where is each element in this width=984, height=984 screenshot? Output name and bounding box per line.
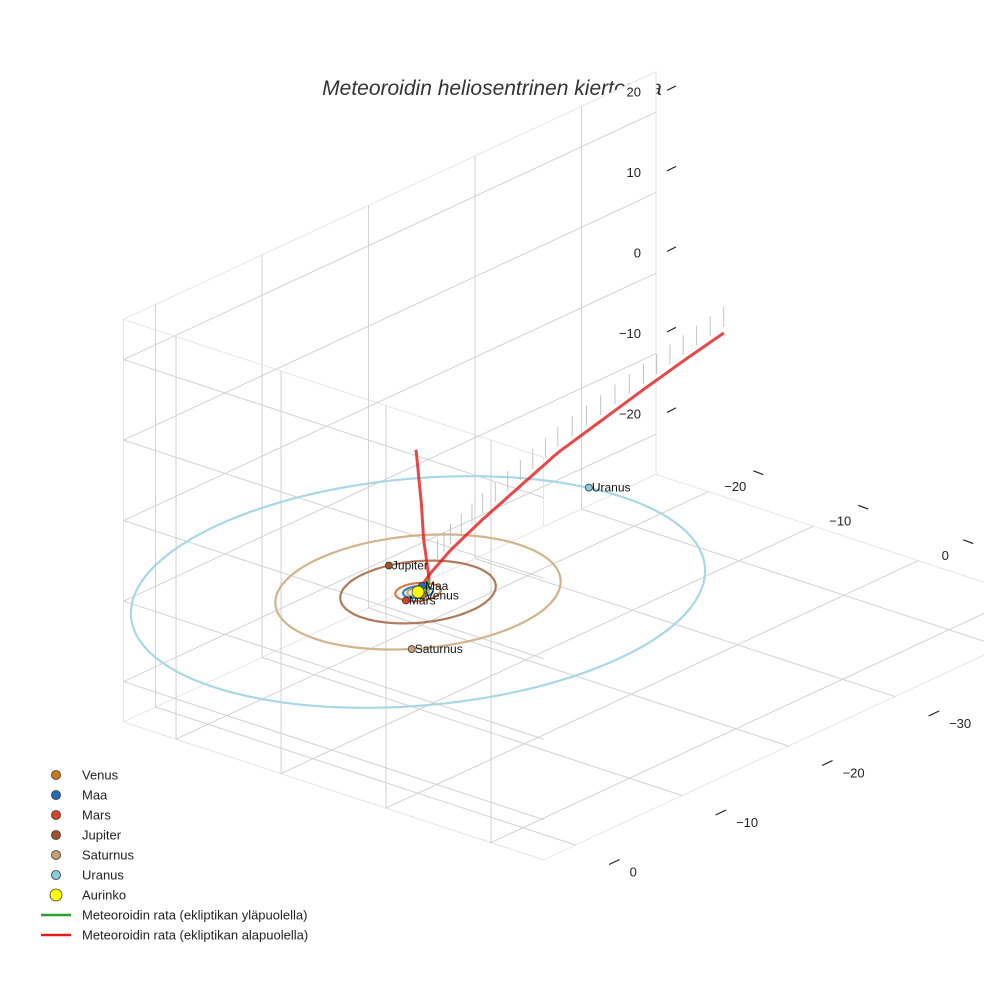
meteoroid-path-below-upper xyxy=(414,449,431,580)
x-tick-label: 0 xyxy=(942,548,949,563)
legend-dot-swatch xyxy=(51,870,61,880)
chart-title: Meteoroidin heliosentrinen kiertorata xyxy=(322,77,662,100)
trajectory-stems xyxy=(437,306,725,560)
x-tick-mark xyxy=(753,470,764,476)
planet-label-venus: Venus xyxy=(425,589,458,603)
axis-panes xyxy=(122,71,984,861)
grid-y-floor xyxy=(581,508,984,642)
grid-z-left xyxy=(123,272,657,522)
orbit-jupiter xyxy=(339,559,497,625)
z-tick-mark xyxy=(666,326,677,333)
grid-z-back xyxy=(123,600,544,740)
planet-label-maa: Maa xyxy=(425,579,449,593)
legend-entry-label: Venus xyxy=(82,768,119,783)
grid-y-floor xyxy=(368,607,789,747)
legend-dot-swatch xyxy=(51,850,61,860)
x-tick-mark xyxy=(858,504,869,510)
orbit-saturnus xyxy=(274,533,562,651)
planet-orbits xyxy=(129,475,707,709)
grid-x-floor xyxy=(175,491,709,740)
z-tick-mark xyxy=(666,85,677,91)
orbit-uranus xyxy=(129,475,707,709)
legend-entry-label: Jupiter xyxy=(82,828,122,843)
y-tick-label: −10 xyxy=(736,815,758,830)
z-tick-label: 0 xyxy=(634,245,641,260)
y-tick-label: −20 xyxy=(843,765,865,780)
z-tick-mark xyxy=(666,165,677,172)
grid-z-left xyxy=(123,192,657,441)
grid-z-back xyxy=(123,359,544,499)
grid-z-back xyxy=(123,520,544,660)
legend: Venus Maa Mars Jupiter Saturnus Uranus Aurinko… xyxy=(41,768,308,943)
grid-z-left xyxy=(123,433,657,683)
y-tick-label: 0 xyxy=(630,864,637,879)
z-tick-mark xyxy=(666,246,677,252)
sun-marker xyxy=(411,585,425,599)
planet-label-uranus: Uranus xyxy=(592,481,631,495)
legend-entry-label: Aurinko xyxy=(82,888,126,903)
grid-x-floor xyxy=(280,525,814,775)
legend-dot-swatch xyxy=(51,830,61,840)
planet-marker-jupiter xyxy=(384,561,393,570)
x-tick-mark xyxy=(963,539,974,545)
z-tick-label: 10 xyxy=(627,165,641,180)
y-tick-label: −30 xyxy=(949,716,971,731)
legend-entry-label: Saturnus xyxy=(82,848,135,863)
y-tick-mark xyxy=(608,858,620,866)
x-tick-label: −20 xyxy=(724,479,746,494)
y-tick-mark xyxy=(715,809,727,816)
grid-z-left xyxy=(123,111,657,361)
x-tick-label: −10 xyxy=(829,513,851,528)
y-tick-mark xyxy=(821,759,833,767)
z-tick-label: −10 xyxy=(619,326,641,341)
grid-y-floor xyxy=(261,657,683,796)
planet-label-saturnus: Saturnus xyxy=(415,642,463,656)
legend-dot-swatch xyxy=(49,888,63,902)
y-tick-mark xyxy=(928,710,940,717)
orbit-maa xyxy=(401,584,435,600)
grid-y-floor xyxy=(155,706,576,846)
planet-label-jupiter: Jupiter xyxy=(392,559,428,573)
grid-y-floor xyxy=(474,558,896,697)
legend-entry-label: Meteoroidin rata (ekliptikan yläpuolella… xyxy=(82,908,307,923)
legend-entry-label: Mars xyxy=(82,808,111,823)
z-tick-label: 20 xyxy=(627,84,641,99)
legend-dot-swatch xyxy=(51,810,61,820)
planet-marker-mars xyxy=(402,596,410,605)
legend-entry-label: Meteoroidin rata (ekliptikan alapuolella… xyxy=(82,928,308,943)
planet-marker-saturnus xyxy=(407,645,416,653)
legend-entry-label: Uranus xyxy=(82,868,124,883)
grid-z-left xyxy=(123,353,657,602)
z-tick-label: −20 xyxy=(619,406,641,421)
planet-marker-uranus xyxy=(584,483,593,492)
grid-z-back xyxy=(123,681,544,821)
legend-entry-label: Maa xyxy=(82,788,108,803)
z-tick-mark xyxy=(666,407,677,413)
grid-x-floor xyxy=(385,560,919,809)
grid-lines xyxy=(123,106,984,846)
legend-dot-swatch xyxy=(51,770,61,780)
grid-x-floor xyxy=(490,612,984,844)
orbit-mars xyxy=(394,581,442,603)
meteoroid-path-below-lower xyxy=(417,331,725,596)
legend-dot-swatch xyxy=(51,790,61,800)
grid-z-back xyxy=(123,439,544,579)
